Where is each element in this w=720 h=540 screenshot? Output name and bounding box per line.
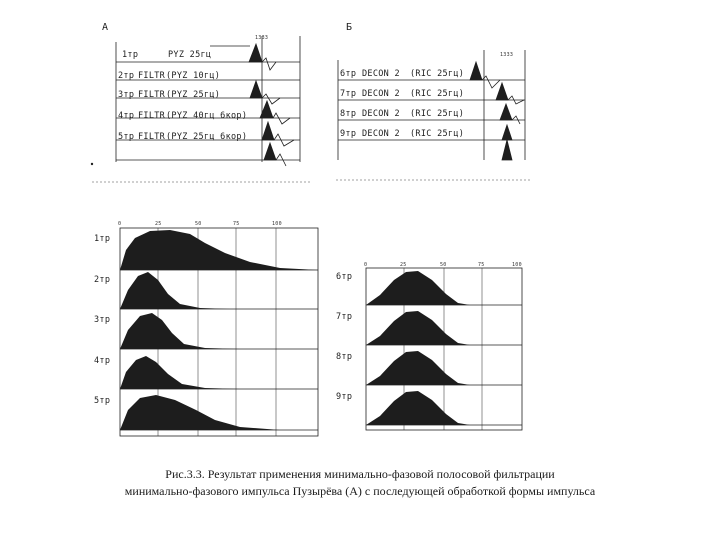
panel-a-marker: 1333 xyxy=(255,35,269,41)
panel-a-letter: A xyxy=(102,22,109,33)
trace-8-param: (RIC 25гц) xyxy=(410,109,465,119)
trace-8-filter: DECON 2 xyxy=(362,109,400,119)
caption-line-2: минимально-фазового импульса Пузырёва (А… xyxy=(124,484,596,498)
trace-6-filter: DECON 2 xyxy=(362,69,400,79)
spectra-a-label-3: 3тр xyxy=(94,315,111,325)
panel-b-marker: 1333 xyxy=(500,52,514,58)
spectra-b-label-8: 8тр xyxy=(336,352,353,362)
spectra-a-tick-50: 50 xyxy=(195,221,202,227)
trace-2-name: 2тр xyxy=(118,71,135,81)
trace-7-filter: DECON 2 xyxy=(362,89,400,99)
spectra-b-tick-50: 50 xyxy=(440,262,447,268)
trace-4-filter: FILTR xyxy=(138,111,166,121)
trace-3-filter: FILTR xyxy=(138,90,166,100)
trace-5-name: 5тр xyxy=(118,132,135,142)
trace-3-name: 3тр xyxy=(118,90,135,100)
panel-b-traces xyxy=(336,50,530,181)
panel-a-traces xyxy=(90,36,310,183)
spectra-a xyxy=(119,227,319,437)
trace-5-filter: FILTR xyxy=(138,132,166,142)
trace-7-param: (RIC 25гц) xyxy=(410,89,465,99)
spectra-b-tick-75: 75 xyxy=(478,262,485,268)
spectra-a-label-5: 5тр xyxy=(94,396,111,406)
trace-6-param: (RIC 25гц) xyxy=(410,69,465,79)
figure: A 1333 xyxy=(90,22,530,437)
spectra-b-label-6: 6тр xyxy=(336,272,353,282)
spectra-a-tick-25: 25 xyxy=(155,221,162,227)
spectra-a-label-2: 2тр xyxy=(94,275,111,285)
spectra-b xyxy=(365,267,523,431)
spectra-b-tick-100: 100 xyxy=(512,262,522,268)
panel-b-letter: Б xyxy=(346,22,353,33)
spectra-a-label-4: 4тр xyxy=(94,356,111,366)
trace-9-name: 9тр xyxy=(340,129,357,139)
trace-1-param: PYZ 25гц xyxy=(168,50,212,60)
spectra-b-tick-25: 25 xyxy=(400,262,407,268)
trace-4-name: 4тр xyxy=(118,111,135,121)
trace-4-param: (PYZ 40гц 6кор) xyxy=(166,111,248,121)
figure-caption: Рис.3.3. Результат применения минимально… xyxy=(0,466,720,500)
trace-3-param: (PYZ 25гц) xyxy=(166,90,221,100)
trace-2-filter: FILTR xyxy=(138,71,166,81)
caption-line-1: Рис.3.3. Результат применения минимально… xyxy=(165,467,555,481)
spectra-b-label-7: 7тр xyxy=(336,312,353,322)
spectra-b-tick-0: 0 xyxy=(364,262,368,268)
trace-6-name: 6тр xyxy=(340,69,357,79)
spectra-a-tick-75: 75 xyxy=(233,221,240,227)
trace-9-param: (RIC 25гц) xyxy=(410,129,465,139)
trace-5-param: (PYZ 25гц 6кор) xyxy=(166,132,248,142)
trace-2-param: (PYZ 10гц) xyxy=(166,71,221,81)
trace-8-name: 8тр xyxy=(340,109,357,119)
spectra-a-label-1: 1тр xyxy=(94,234,111,244)
spectra-a-tick-100: 100 xyxy=(272,221,282,227)
trace-7-name: 7тр xyxy=(340,89,357,99)
trace-9-filter: DECON 2 xyxy=(362,129,400,139)
spectra-a-tick-0: 0 xyxy=(118,221,122,227)
spectra-b-label-9: 9тр xyxy=(336,392,353,402)
trace-1-name: 1тр xyxy=(122,50,139,60)
